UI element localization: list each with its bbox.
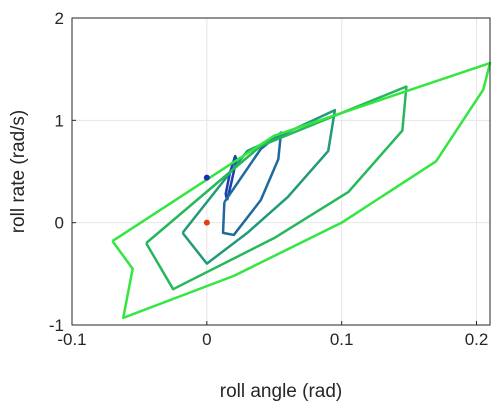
- y-axis-label: roll rate (rad/s): [8, 110, 29, 234]
- series-line-2: [221, 131, 283, 237]
- point-marker-1: [203, 174, 210, 181]
- series-group: [111, 61, 492, 320]
- point-marker-2: [203, 219, 210, 226]
- x-tick-label: 0.2: [465, 330, 489, 349]
- marker-group: [203, 174, 210, 226]
- series-line-4: [145, 85, 408, 291]
- x-tick-label: -0.1: [57, 330, 86, 349]
- y-tick-label: 0: [55, 214, 64, 233]
- axes-box: [71, 17, 491, 326]
- y-tick-label: 2: [55, 9, 64, 28]
- y-tick-label: 1: [55, 111, 64, 130]
- y-tick-label: -1: [49, 316, 64, 335]
- series-line-5: [111, 61, 492, 320]
- x-axis-label: roll angle (rad): [220, 381, 343, 402]
- series-line-1: [224, 154, 238, 201]
- series-line-3: [181, 108, 337, 265]
- x-tick-label: 0: [202, 330, 211, 349]
- grid-lines: [71, 17, 490, 326]
- x-tick-label: 0.1: [330, 330, 354, 349]
- tick-group: -0.1 0 0.1 0.2 -1 0 1 2: [49, 9, 488, 349]
